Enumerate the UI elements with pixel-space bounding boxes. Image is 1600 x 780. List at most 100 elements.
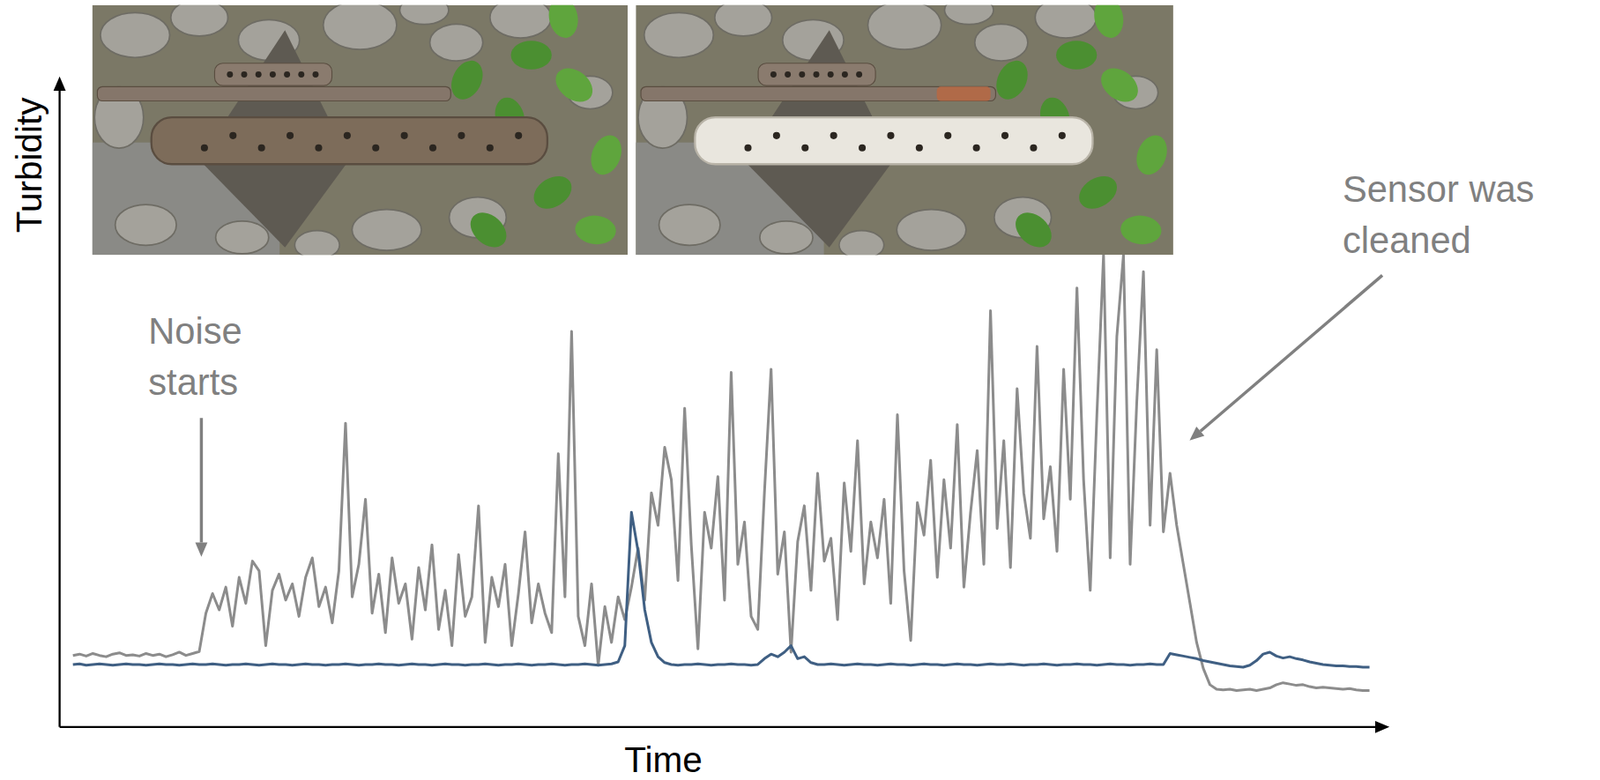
photo-stone [490, 5, 551, 38]
photo-leaf [1094, 61, 1145, 110]
photo-leaf [573, 214, 618, 246]
photo-tube [214, 63, 332, 86]
photo-pipe [151, 117, 548, 164]
photo-hole [229, 132, 237, 140]
annotation-arrowhead [194, 542, 208, 557]
photo-hole [429, 144, 437, 152]
photo-hole [343, 132, 351, 140]
photo-stone [759, 221, 813, 254]
photo-hole [1001, 132, 1009, 140]
photo-hole [855, 71, 863, 78]
photo-stone [351, 209, 422, 251]
y-axis [58, 89, 60, 728]
x-axis-title: Time [624, 739, 702, 780]
photo-hole [226, 71, 233, 78]
photo-stone [839, 230, 885, 256]
photo-hole [801, 144, 809, 152]
photo-hole [457, 132, 465, 140]
photo-hole [1058, 132, 1066, 140]
annotation-arrowhead [1189, 426, 1205, 441]
photo [92, 5, 628, 255]
photo-hole [830, 132, 838, 140]
photo-hole [973, 144, 981, 152]
series-group [73, 254, 1370, 692]
photo-leaf [549, 61, 599, 110]
annotation: Sensor was cleaned [1342, 168, 1534, 261]
photo-hole [744, 144, 752, 152]
photo-hole [269, 71, 276, 78]
photo-stone [171, 5, 229, 37]
photo-stone [714, 5, 773, 37]
annotation-line: Noise [148, 310, 242, 352]
photo-hole [915, 144, 923, 152]
photo-hole [770, 71, 777, 78]
chart: Time Turbidity Noise starts Sensor was cleane… [0, 0, 1600, 780]
photo-hole [258, 144, 266, 152]
annotation: Noise starts [148, 310, 242, 403]
y-axis-arrow [53, 76, 67, 91]
y-axis-title: Turbidity [8, 96, 50, 233]
photo-hole [773, 132, 781, 140]
photo-hole [1029, 144, 1037, 152]
photo-stone [974, 23, 1028, 61]
annotation-line: starts [148, 361, 239, 403]
photo-stone [215, 221, 269, 254]
photo-hole [798, 71, 805, 78]
photo-leaf [1131, 130, 1173, 179]
photo-hole [200, 144, 209, 152]
photo-stone [430, 23, 484, 61]
photo-hole [858, 144, 866, 152]
photo-hole [486, 144, 494, 152]
photo-hole [841, 71, 849, 78]
photo-leaf [1072, 169, 1123, 216]
photo-leaf [1090, 5, 1127, 41]
photo-leaf [463, 205, 514, 254]
photo-leaf [585, 130, 627, 179]
photo-leaf [1056, 40, 1097, 69]
photo-pipe [694, 117, 1093, 164]
x-axis-arrow [1375, 721, 1390, 734]
photo-rod [640, 86, 996, 101]
photo-hole [827, 71, 834, 78]
photo-tube [758, 63, 876, 86]
photo-stone [1034, 5, 1096, 38]
photo-leaf [1119, 214, 1163, 246]
annotation-line: cleaned [1342, 219, 1472, 261]
annotation-arrow [200, 417, 203, 543]
photo-hole [514, 132, 522, 140]
photo-hole [312, 71, 320, 78]
photo-hole [286, 132, 294, 140]
photo-stone [659, 204, 721, 246]
photo-stone [294, 230, 340, 256]
photo-hole [241, 71, 248, 78]
photo-hole [813, 71, 820, 78]
annotation-arrow [1200, 275, 1383, 432]
photo-stone [867, 5, 941, 50]
photo-leaf [528, 169, 578, 216]
series-line [73, 512, 1370, 668]
photo-stone [323, 5, 397, 50]
photo-hole [314, 144, 322, 152]
photo [635, 5, 1174, 255]
photo-hole [944, 132, 952, 140]
photo-hole [401, 132, 409, 140]
photo-stone [115, 204, 177, 246]
series-line [73, 254, 1370, 692]
photo-rod-end [937, 86, 991, 101]
annotation-line: Sensor was [1342, 168, 1534, 210]
photo-leaf [989, 55, 1034, 105]
photo-stone [644, 12, 715, 58]
photo-leaf [545, 5, 582, 41]
photo-stone [896, 209, 967, 251]
photo-leaf [1008, 205, 1058, 254]
photo-hole [255, 71, 262, 78]
photo-hole [297, 71, 305, 78]
photo-rod [96, 86, 451, 101]
photo-leaf [445, 55, 489, 105]
photo-stone [944, 5, 994, 25]
photo-hole [784, 71, 791, 78]
page: {"chart_data": {"type": "line", "x_label… [0, 0, 1600, 780]
photo-hole [372, 144, 380, 152]
photo-stone [100, 12, 171, 58]
photo-leaf [511, 40, 552, 69]
